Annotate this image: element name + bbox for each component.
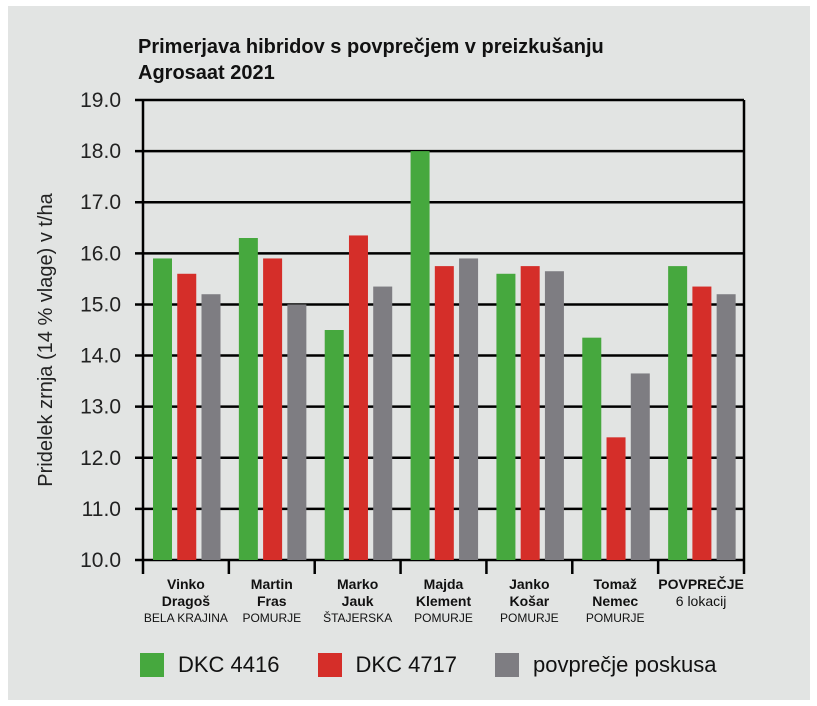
legend-label: povprečje poskusa [533, 652, 717, 677]
chart-title: Primerjava hibridov s povprečjem v preiz… [138, 34, 604, 86]
bar-dkc-4717 [263, 258, 283, 560]
bar-povprečje-poskusa [373, 286, 393, 560]
category-name: Jauk [342, 593, 374, 609]
bar-dkc-4416 [410, 151, 430, 560]
bar-povprečje-poskusa [544, 271, 564, 560]
title-line-1: Primerjava hibridov s povprečjem v preiz… [138, 36, 604, 58]
category-region: POMURJE [242, 611, 301, 625]
legend-label: DKC 4717 [355, 652, 458, 677]
category-region: ŠTAJERSKA [323, 610, 392, 625]
category-region: POMURJE [500, 611, 559, 625]
bar-dkc-4717 [692, 286, 712, 560]
category-name: Majda [424, 576, 464, 592]
bar-dkc-4416 [496, 273, 516, 560]
category-name: Fras [257, 593, 287, 609]
legend-item: povprečje poskusa [495, 652, 716, 678]
y-tick-label: 18.0 [80, 140, 121, 163]
legend-item: DKC 4717 [317, 652, 458, 678]
bar-dkc-4717 [177, 273, 197, 560]
legend: DKC 4416 DKC 4717 povprečje poskusa [140, 652, 754, 678]
category-name: POVPREČJE [658, 575, 744, 592]
bar-dkc-4416 [238, 238, 258, 560]
y-tick-label: 17.0 [80, 191, 121, 214]
bar-dkc-4717 [348, 235, 368, 560]
bar-povprečje-poskusa [201, 294, 221, 560]
category-name: Tomaž [594, 576, 637, 592]
category-region: POMURJE [414, 611, 473, 625]
category-name: Nemec [592, 593, 638, 609]
bar-povprečje-poskusa [459, 258, 479, 560]
category-name: Košar [510, 593, 550, 609]
bar-dkc-4416 [582, 337, 602, 560]
bar-dkc-4416 [153, 258, 172, 560]
legend-swatch [140, 653, 164, 677]
bar-dkc-4717 [606, 437, 626, 560]
bar-dkc-4717 [520, 266, 540, 560]
category-name: Klement [416, 593, 472, 609]
bar-dkc-4717 [434, 266, 454, 560]
category-name: Marko [337, 576, 378, 592]
y-tick-label: 16.0 [80, 242, 121, 265]
bar-povprečje-poskusa [716, 294, 736, 560]
category-region: 6 lokacij [676, 593, 727, 609]
category-name: Janko [509, 576, 549, 592]
y-tick-label: 11.0 [82, 498, 121, 521]
y-tick-label: 10.0 [80, 549, 121, 572]
y-tick-label: 12.0 [80, 447, 121, 470]
bar-povprečje-poskusa [287, 304, 307, 560]
category-name: Vinko [167, 576, 205, 592]
title-line-2: Agrosaat 2021 [138, 62, 275, 84]
legend-swatch [495, 653, 520, 677]
legend-label: DKC 4416 [178, 652, 280, 677]
y-tick-label: 19.0 [80, 89, 121, 112]
y-axis-label: Pridelek zrnja (14 % vlage) v t/ha [35, 192, 57, 486]
bar-povprečje-poskusa [630, 373, 650, 560]
legend-swatch [317, 653, 342, 677]
y-tick-label: 14.0 [80, 345, 121, 368]
bar-dkc-4416 [324, 330, 344, 560]
category-name: Martin [251, 576, 293, 592]
y-tick-label: 13.0 [80, 396, 121, 419]
category-region: POMURJE [586, 611, 645, 625]
legend-item: DKC 4416 [140, 652, 280, 678]
category-name: Dragoš [162, 593, 210, 609]
category-region: BELA KRAJINA [144, 611, 228, 625]
y-tick-label: 15.0 [80, 293, 121, 316]
bar-dkc-4416 [668, 266, 688, 560]
